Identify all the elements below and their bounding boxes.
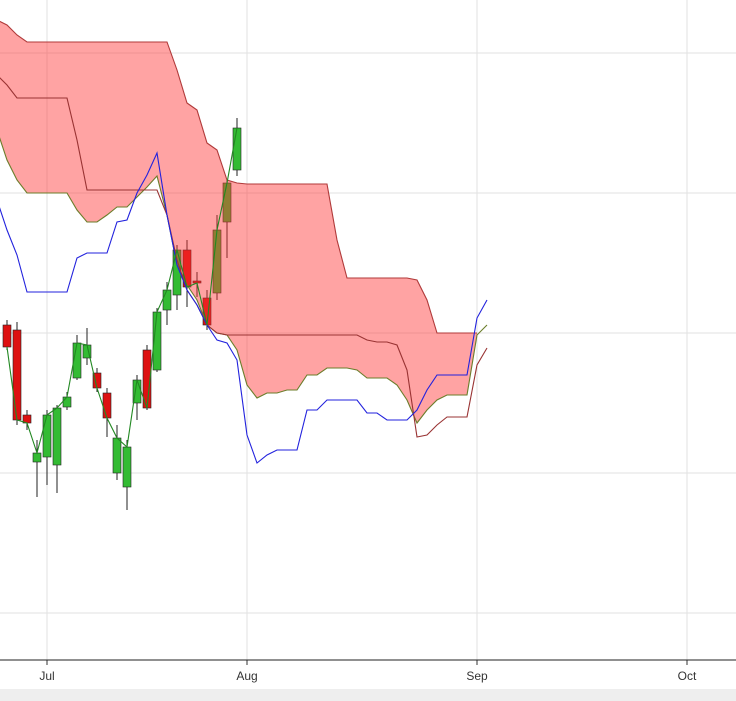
indicator-line	[6, 127, 238, 455]
cloud-fill	[0, 21, 477, 423]
x-tick-label: Aug	[236, 669, 257, 683]
candle-body	[232, 127, 242, 171]
axis: Jul Aug Sep Oct	[0, 659, 736, 683]
candle-body	[2, 324, 12, 348]
candle-body	[42, 414, 52, 458]
candle-body	[162, 289, 172, 311]
candle-body	[52, 407, 62, 466]
candle-body	[12, 329, 22, 421]
marks	[0, 20, 488, 510]
grid	[0, 0, 736, 660]
candle-body	[122, 446, 132, 488]
indicator-line	[0, 151, 488, 464]
indicator-line	[0, 137, 488, 425]
x-tick-label: Jul	[39, 669, 54, 683]
candle-body	[62, 396, 72, 408]
scrollbar-track	[0, 689, 736, 701]
indicator-line	[0, 20, 477, 334]
x-tick-label: Oct	[678, 669, 697, 683]
indicator-line	[0, 77, 488, 438]
candle-body	[112, 437, 122, 474]
candle-body	[102, 392, 112, 419]
x-tick-label: Sep	[466, 669, 488, 683]
